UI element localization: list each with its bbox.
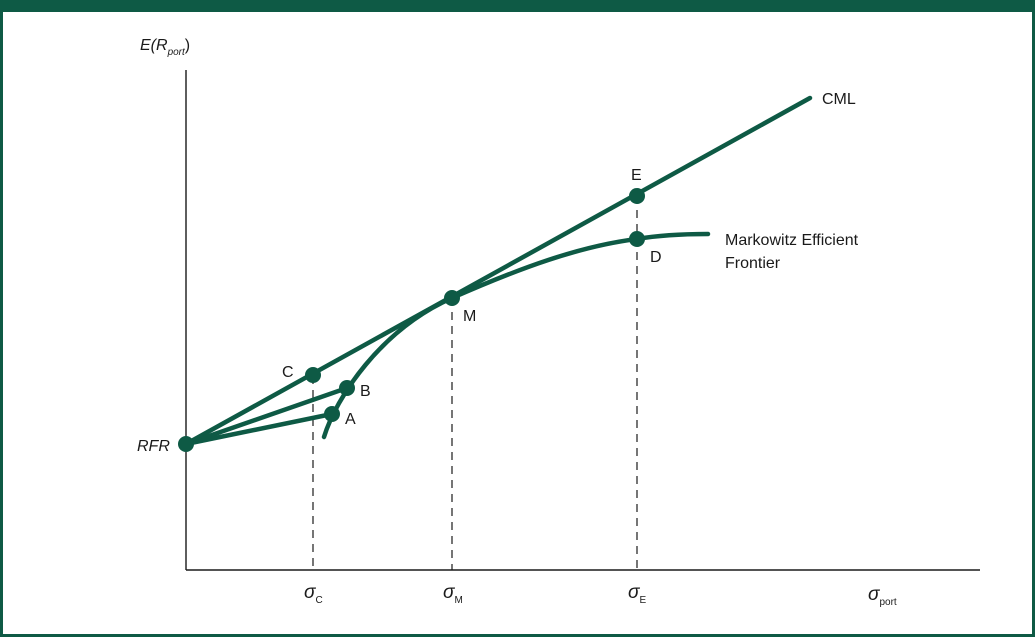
y-axis-label: E(Rport) <box>140 37 190 58</box>
frontier-label-line1: Markowitz Efficient <box>725 232 859 249</box>
point-b <box>339 380 355 396</box>
frontier-label-line2: Frontier <box>725 255 781 272</box>
point-b-label: B <box>360 383 371 400</box>
x-axis-label: σport <box>868 584 897 608</box>
point-c <box>305 367 321 383</box>
rfr-point <box>178 436 194 452</box>
point-m-label: M <box>463 308 476 325</box>
tick-sigma-c: σC <box>304 582 323 606</box>
tick-sigma-e: σE <box>628 582 646 606</box>
point-a-label: A <box>345 411 356 428</box>
rfr-label: RFR <box>137 438 170 455</box>
point-d-label: D <box>650 249 662 266</box>
point-c-label: C <box>282 364 294 381</box>
point-m <box>444 290 460 306</box>
point-a <box>324 406 340 422</box>
point-d <box>629 231 645 247</box>
point-e <box>629 188 645 204</box>
cml-line <box>183 95 813 447</box>
point-e-label: E <box>631 167 642 184</box>
efficient-frontier-curve <box>321 231 711 440</box>
rfr-a-line <box>183 411 335 447</box>
rfr-b-line <box>183 385 350 447</box>
tick-sigma-m: σM <box>443 582 463 606</box>
cml-label: CML <box>822 91 856 108</box>
